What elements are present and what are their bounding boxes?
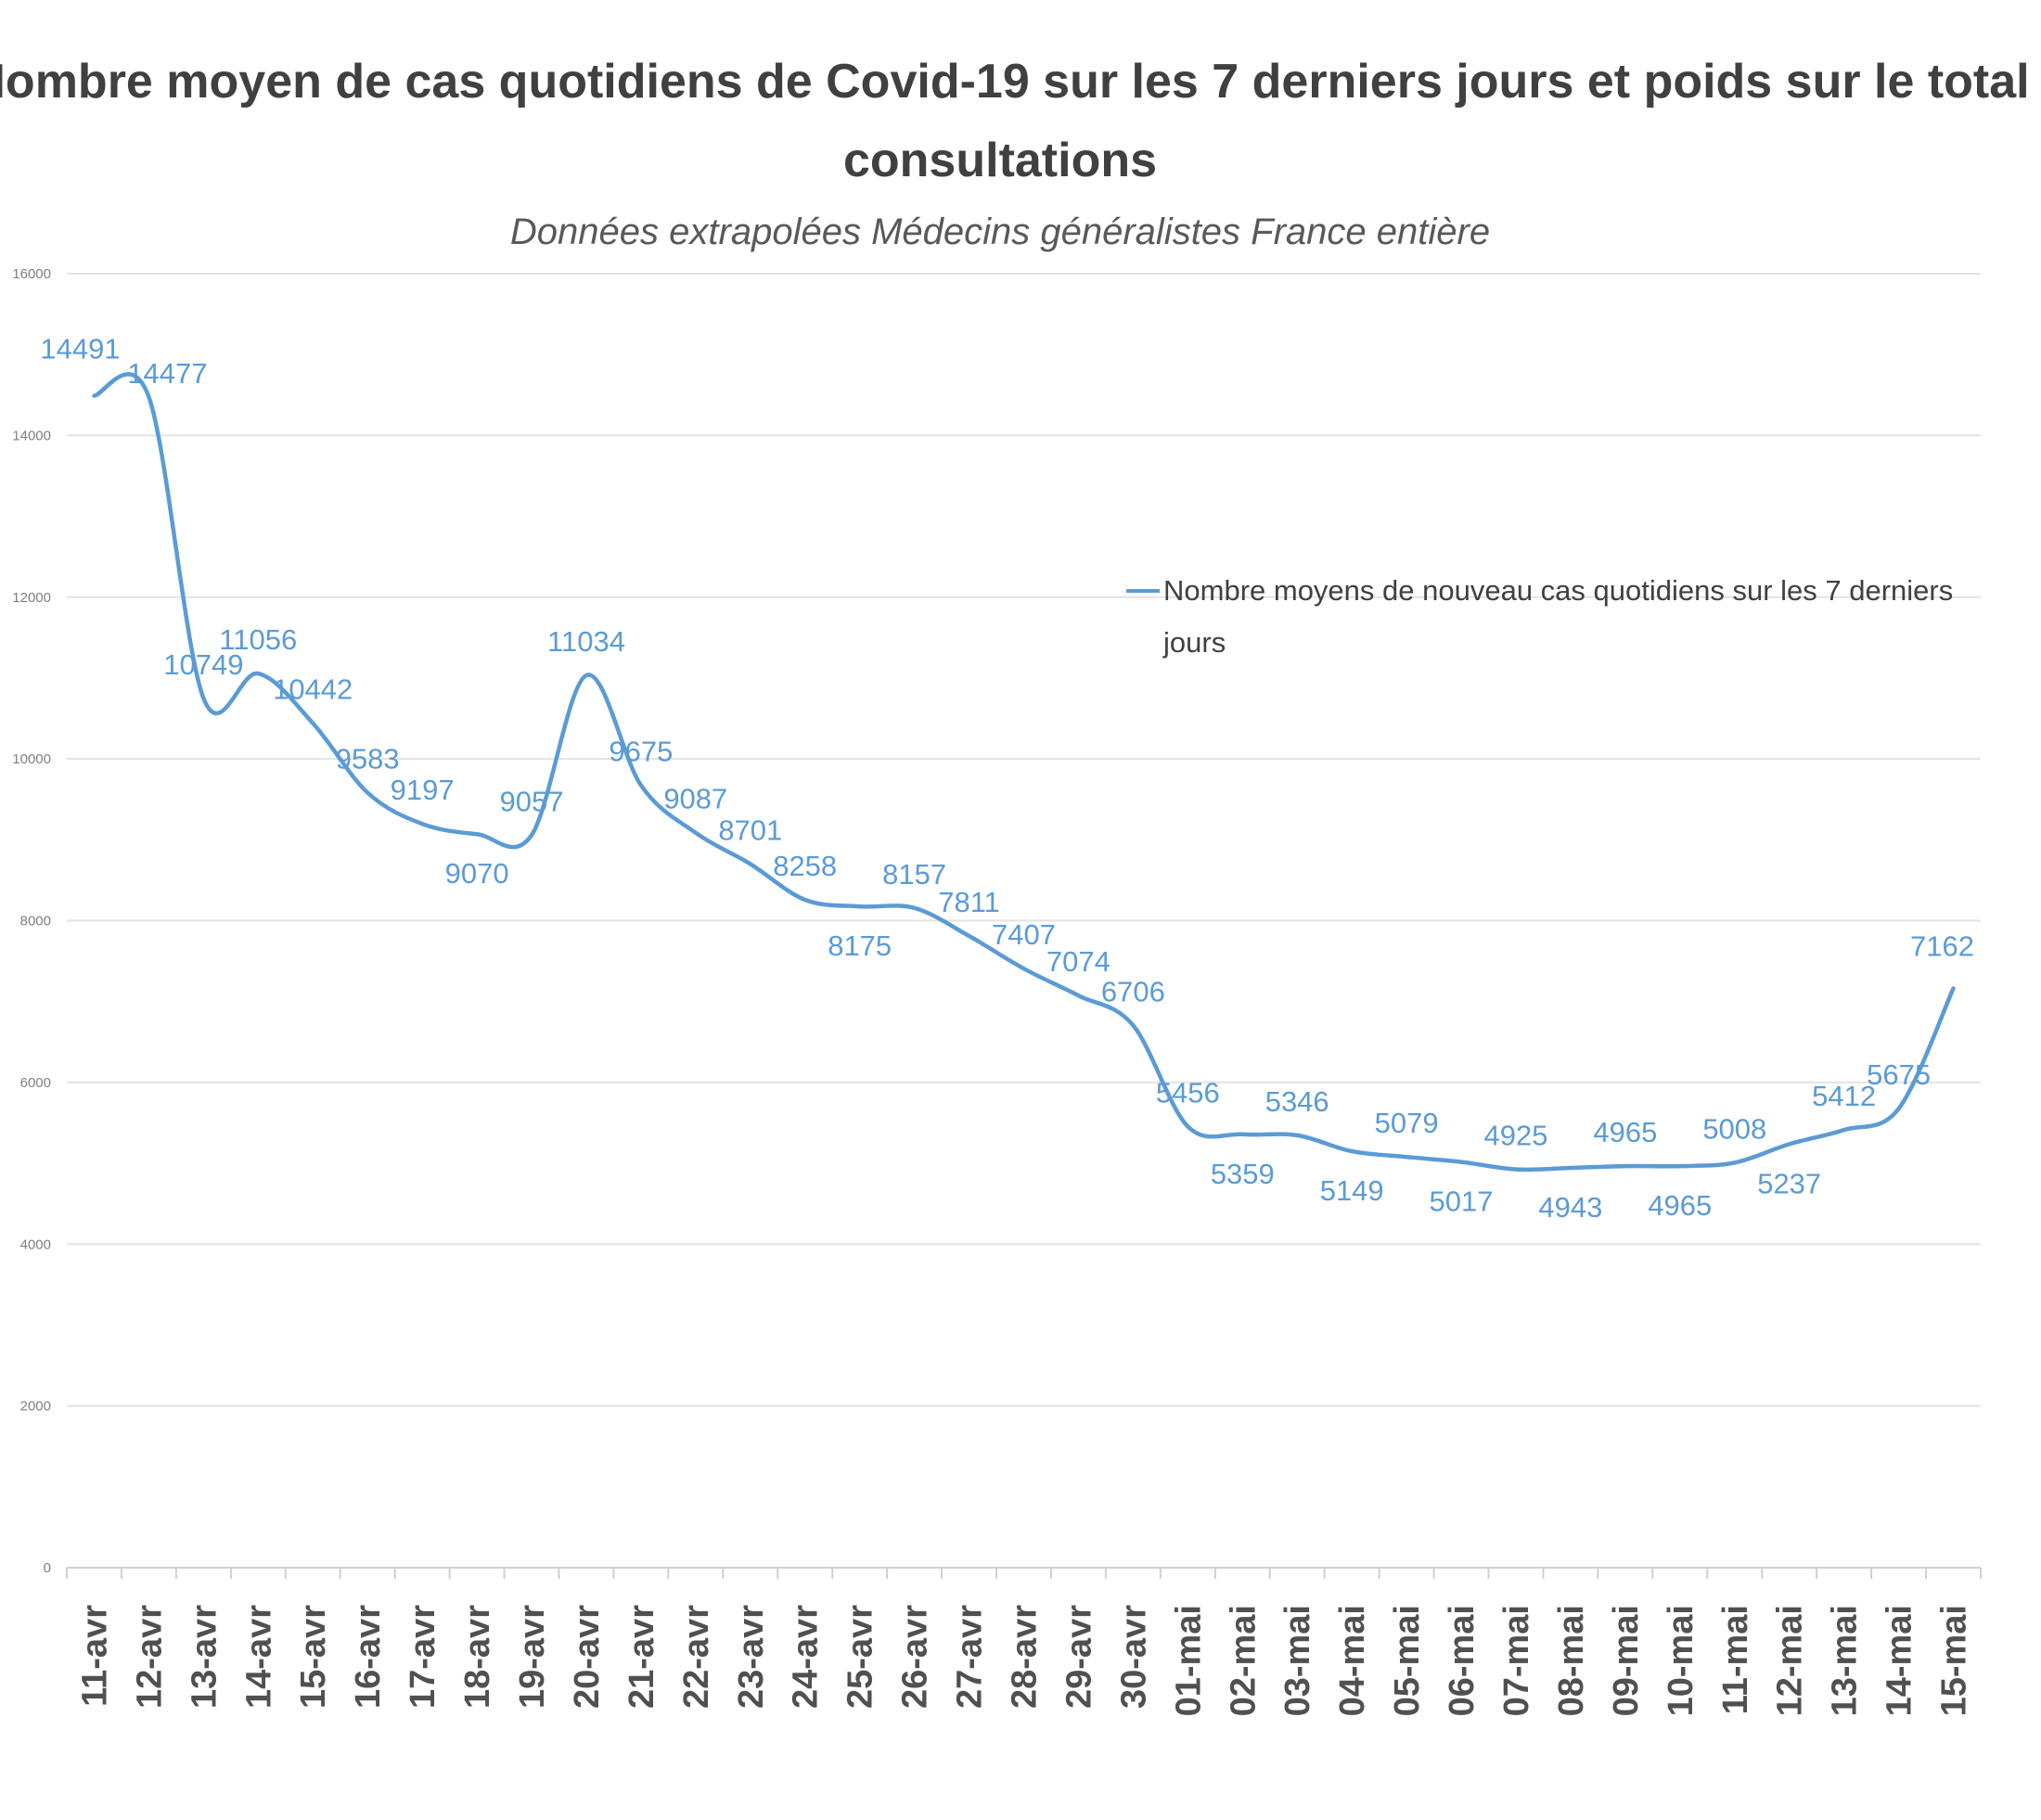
legend-label-line-1: Nombre moyens de nouveau cas quotidiens … [1163,574,1953,607]
x-tick-label: 17-avr [404,1605,443,1709]
data-label: 5412 [1812,1080,1876,1112]
legend-label-line-2: jours [1162,626,1226,659]
data-label: 10442 [273,673,353,706]
x-tick-label: 22-avr [677,1605,716,1709]
x-tick-label: 03-mai [1278,1605,1317,1716]
data-label: 7074 [1046,945,1110,978]
x-tick-label: 23-avr [732,1605,771,1709]
y-tick-label: 16000 [12,266,51,282]
series-layer [92,372,1956,1173]
data-label: 7162 [1910,930,1974,963]
data-label: 11056 [219,623,297,656]
x-tick-label: 15-mai [1935,1605,1974,1716]
x-tick-label: 27-avr [951,1605,990,1709]
data-label: 4965 [1593,1116,1657,1148]
x-tick-label: 02-mai [1224,1605,1263,1716]
data-label: 5675 [1867,1058,1931,1091]
y-tick-label: 4000 [20,1237,51,1252]
x-tick-label: 12-mai [1771,1605,1810,1716]
legend: Nombre moyens de nouveau cas quotidiens … [1126,574,1953,659]
y-tick-label: 8000 [20,914,51,929]
data-label: 5456 [1156,1076,1220,1109]
x-tick-label: 07-mai [1497,1605,1536,1716]
x-tick-label: 05-mai [1388,1605,1427,1716]
data-label: 9583 [336,743,400,775]
data-label: 5079 [1375,1107,1439,1139]
data-label: 5017 [1430,1186,1494,1218]
x-tick-label: 09-mai [1607,1605,1646,1716]
x-tick-label: 06-mai [1443,1605,1482,1716]
x-tick-label: 11-mai [1716,1605,1755,1714]
data-label: 14491 [40,333,120,365]
x-tick-label: 04-mai [1333,1605,1372,1716]
chart-title-line-2: consultations [843,134,1157,187]
data-label: 7407 [992,918,1056,951]
y-tick-label: 2000 [20,1399,51,1415]
data-label: 9087 [663,783,727,815]
data-label: 9070 [445,857,509,890]
x-tick-label: 15-avr [294,1605,333,1709]
x-tick-label: 19-avr [513,1605,552,1709]
data-label: 5149 [1320,1174,1384,1207]
x-tick-label: 11-avr [75,1605,114,1707]
chart-subtitle: Données extrapolées Médecins généraliste… [510,211,1490,252]
x-tick-label: 16-avr [349,1605,388,1709]
x-tick-label: 21-avr [623,1605,661,1709]
gridlines [67,273,1981,1407]
x-tick-label: 25-avr [841,1605,880,1709]
x-tick-label: 24-avr [787,1605,826,1709]
x-tick-label: 08-mai [1552,1605,1591,1716]
x-axis: 11-avr 12-avr 13-avr 14-avr 15-avr 16-avr 17-a… [66,1567,1982,1716]
x-tick-label: 12-avr [130,1605,169,1709]
x-tick-label: 20-avr [568,1605,607,1709]
y-tick-label: 10000 [12,751,51,767]
x-tick-label: 14-avr [239,1605,278,1709]
data-label: 4965 [1648,1189,1712,1222]
x-tick-label: 18-avr [458,1605,497,1709]
x-tick-label: 26-avr [896,1605,935,1709]
data-label: 14477 [127,357,207,390]
data-label: 10749 [163,648,243,681]
x-tick-label: 29-avr [1059,1605,1098,1709]
y-axis: 0 2000 4000 6000 8000 10000 12000 14000 16000 [12,266,51,1576]
y-tick-label: 12000 [12,590,51,606]
x-tick-label: 10-mai [1662,1605,1701,1716]
data-label: 5237 [1757,1167,1821,1199]
y-tick-label: 14000 [12,428,51,443]
data-label: 7811 [938,886,1000,918]
x-tick-label: 13-mai [1826,1605,1865,1716]
x-tick-label: 30-avr [1114,1605,1153,1709]
data-label: 5008 [1702,1112,1766,1145]
data-label: 11034 [547,625,625,658]
x-tick-label: 14-mai [1881,1605,1919,1716]
chart-title-line-1: Nombre moyen de cas quotidiens de Covid-… [0,55,2030,109]
data-label: 4943 [1538,1191,1602,1224]
data-label: 9057 [500,785,564,817]
data-label: 6706 [1101,975,1165,1007]
data-label: 8701 [718,814,782,846]
data-label: 8258 [773,850,837,882]
data-label: 8157 [882,858,946,891]
data-label: 5346 [1265,1085,1329,1118]
chart-title-group: Nombre moyen de cas quotidiens de Covid-… [0,55,2030,252]
data-label: 5359 [1211,1158,1275,1190]
data-label: 8175 [828,929,892,962]
data-label: 9197 [391,774,455,806]
y-tick-label: 0 [44,1560,51,1576]
data-label: 4925 [1484,1120,1548,1152]
x-tick-label: 01-mai [1169,1605,1208,1716]
series-line [92,372,1956,1173]
x-tick-label: 13-avr [185,1605,224,1709]
y-tick-label: 6000 [20,1075,51,1091]
x-tick-label: 28-avr [1006,1605,1045,1709]
data-label: 9675 [609,736,673,768]
